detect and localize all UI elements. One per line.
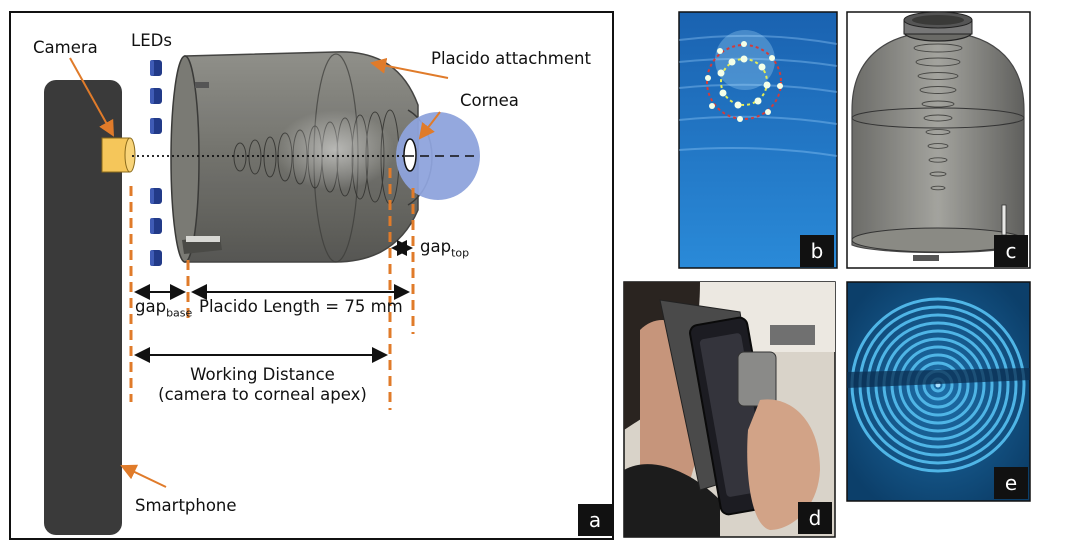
working-distance-line1: Working Distance bbox=[190, 365, 335, 384]
leds-label: LEDs bbox=[131, 31, 172, 50]
camera-label: Camera bbox=[33, 38, 98, 57]
working-distance-line2: (camera to corneal apex) bbox=[158, 385, 367, 404]
smartphone-body bbox=[44, 80, 122, 535]
panel-c bbox=[846, 11, 1031, 269]
panel-a-badge: a bbox=[578, 504, 612, 536]
panel-a bbox=[9, 11, 614, 540]
placido-attachment bbox=[170, 51, 433, 263]
panel-e bbox=[846, 281, 1031, 502]
gap-top-label: gaptop bbox=[420, 237, 470, 260]
gap-base-subscript: base bbox=[166, 306, 193, 320]
panel-d bbox=[623, 281, 836, 538]
gap-top-text: gap bbox=[420, 237, 452, 256]
gap-base-label: gapbase bbox=[135, 297, 193, 320]
panel-c-badge: c bbox=[994, 235, 1028, 267]
camera-icon bbox=[101, 137, 136, 173]
gap-top-subscript: top bbox=[451, 246, 470, 260]
gap-base-text: gap bbox=[135, 297, 167, 316]
panel-b-badge: b bbox=[800, 235, 834, 267]
dimension-arrows bbox=[134, 240, 413, 363]
leader-lines bbox=[69, 57, 449, 488]
cornea-label: Cornea bbox=[460, 91, 519, 110]
placido-attachment-label: Placido attachment bbox=[431, 49, 591, 68]
panel-b bbox=[678, 11, 838, 269]
panel-d-badge: d bbox=[798, 502, 832, 534]
placido-length-label: Placido Length = 75 mm bbox=[199, 297, 403, 316]
led-array bbox=[150, 60, 162, 266]
smartphone-label: Smartphone bbox=[135, 496, 237, 515]
panel-e-badge: e bbox=[994, 467, 1028, 499]
